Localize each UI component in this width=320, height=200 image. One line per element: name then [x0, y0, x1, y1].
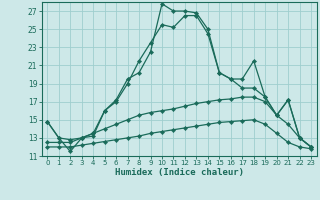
X-axis label: Humidex (Indice chaleur): Humidex (Indice chaleur) [115, 168, 244, 177]
